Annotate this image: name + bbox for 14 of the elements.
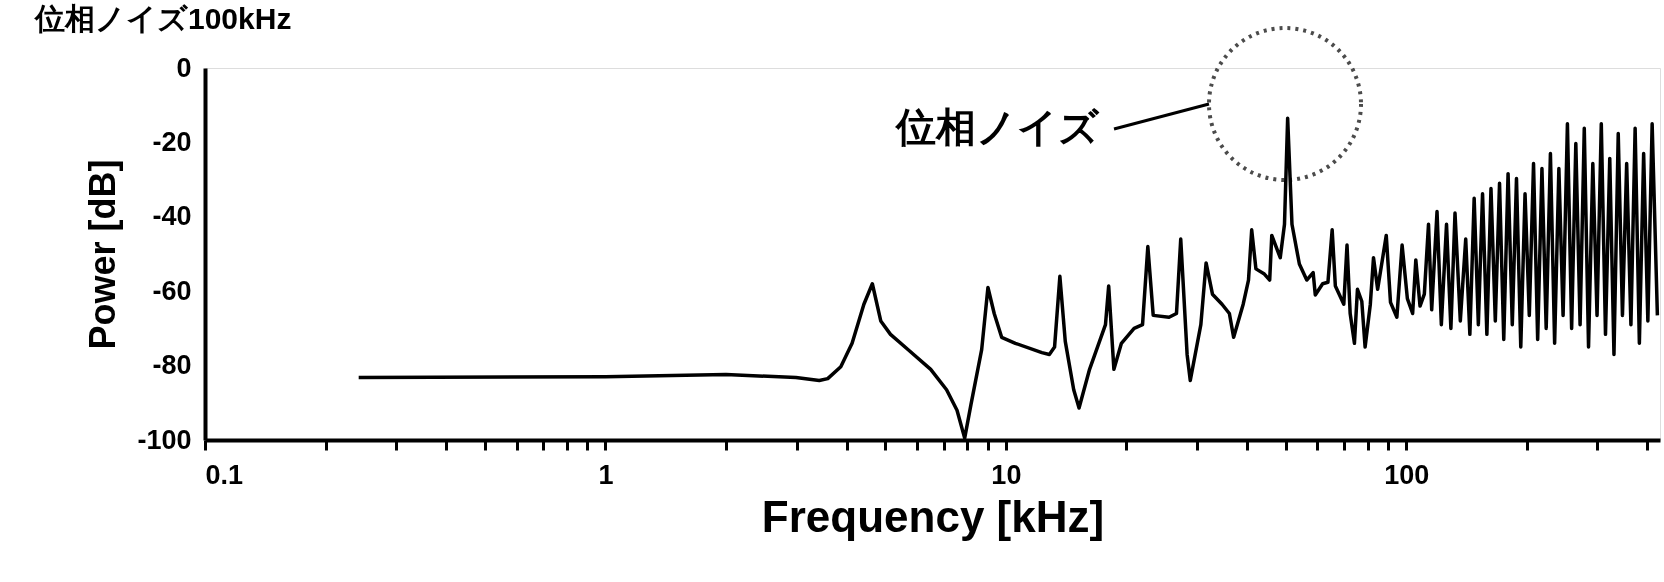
y-tick-label: -60 xyxy=(152,275,192,306)
y-tick-label: -80 xyxy=(152,350,192,381)
y-tick-label: -100 xyxy=(137,424,192,455)
y-axis-title: Power [dB] xyxy=(82,159,124,350)
x-tick-label: 1 xyxy=(598,459,614,490)
y-tick-label: -20 xyxy=(152,126,192,157)
annotation: 位相ノイズ xyxy=(894,105,1100,149)
chart-title: 位相ノイズ100kHz xyxy=(34,2,292,35)
x-tick-label: 0.1 xyxy=(205,459,244,490)
x-tick-label: 100 xyxy=(1384,459,1430,490)
x-axis-title: Frequency [kHz] xyxy=(761,491,1105,541)
y-tick-label: -40 xyxy=(152,201,192,232)
y-tick-label: 0 xyxy=(176,52,192,83)
x-tick-label: 10 xyxy=(991,459,1022,490)
